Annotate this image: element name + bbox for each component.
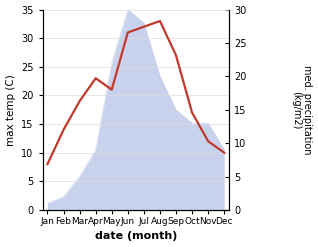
Y-axis label: max temp (C): max temp (C) (5, 74, 16, 146)
X-axis label: date (month): date (month) (95, 231, 177, 242)
Y-axis label: med. precipitation
(kg/m2): med. precipitation (kg/m2) (291, 65, 313, 155)
